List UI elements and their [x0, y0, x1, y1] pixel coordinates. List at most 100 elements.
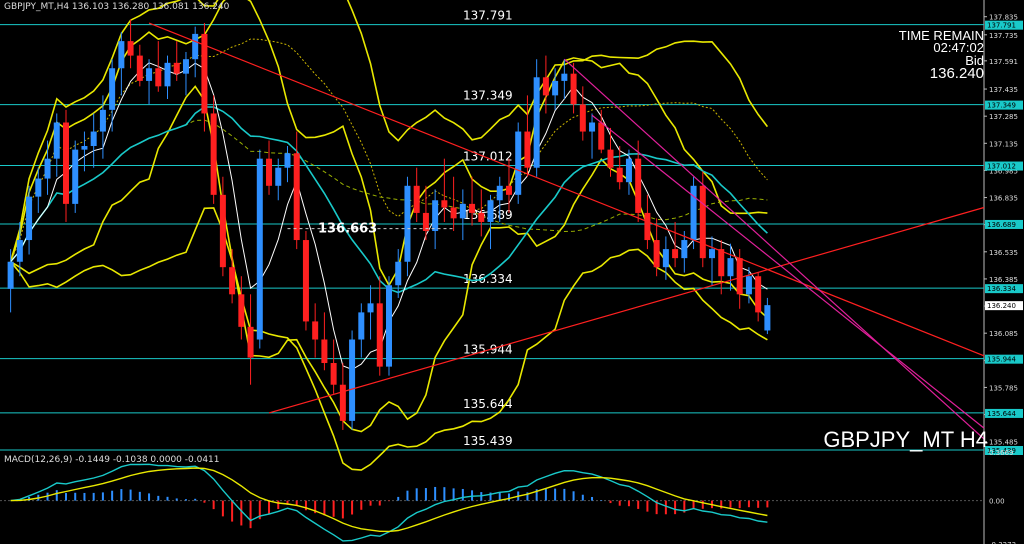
- candle-body: [173, 62, 180, 74]
- level-axis-tag: [985, 354, 1023, 364]
- candle-body: [293, 153, 300, 241]
- candle-body: [644, 212, 651, 241]
- candle-body: [404, 185, 411, 262]
- candle-body: [524, 131, 531, 168]
- candle-body: [109, 68, 116, 110]
- bollinger-lower-2sd: [9, 207, 768, 471]
- candle-body: [413, 185, 420, 213]
- candle-body: [155, 68, 162, 87]
- y-tick-label: 137.435: [989, 86, 1018, 94]
- candle-body: [681, 240, 688, 259]
- bid-label: Bid: [965, 53, 984, 68]
- symbol-header: GBPJPY_MT,H4 136.103 136.280 136.081 136…: [4, 2, 230, 12]
- candle-body: [53, 122, 60, 159]
- candle-body: [312, 321, 319, 340]
- long-ma-dashed: [10, 119, 768, 263]
- candle-body: [367, 303, 374, 313]
- candle-body: [376, 303, 383, 367]
- candle-body: [164, 62, 171, 87]
- candle-body: [182, 59, 189, 74]
- candle-body: [487, 200, 494, 222]
- candle-body: [542, 77, 549, 96]
- candle-body: [478, 212, 485, 222]
- level-label: 137.791: [463, 9, 513, 23]
- timer-value: 02:47:02: [933, 40, 984, 55]
- candle-body: [127, 41, 134, 56]
- candle-body: [459, 203, 466, 219]
- level-label: 135.439: [463, 434, 513, 448]
- candle-body: [764, 305, 771, 331]
- y-tick-label: 137.135: [989, 140, 1018, 148]
- level-axis-tag: [985, 100, 1023, 110]
- candle-body: [349, 339, 356, 421]
- candle-body: [330, 363, 337, 385]
- candle-body: [469, 203, 476, 213]
- candle-body: [247, 326, 254, 358]
- watermark: GBPJPY_MT H4: [823, 427, 988, 452]
- candle-body: [552, 80, 559, 96]
- candle-body: [219, 194, 226, 268]
- candle-body: [598, 122, 605, 150]
- level-axis-tag: [985, 219, 1023, 229]
- level-label: 135.644: [463, 397, 513, 411]
- candle-body: [589, 122, 596, 132]
- candle-body: [136, 55, 143, 81]
- candle-body: [422, 212, 429, 232]
- level-axis-tag-text: 135.944: [987, 356, 1016, 364]
- candle-body: [275, 167, 282, 186]
- level-axis-tag: [985, 20, 1023, 30]
- current-price-text: 136.240: [987, 302, 1016, 310]
- candle-body: [505, 185, 512, 195]
- candle-body: [635, 158, 642, 213]
- macd-tick-label: 0.00: [989, 498, 1005, 506]
- y-tick-label: 135.485: [989, 439, 1018, 447]
- candle-body: [718, 249, 725, 277]
- candle-body: [450, 207, 457, 219]
- trendline-ascending: [268, 206, 985, 414]
- bid-value: 136.240: [929, 65, 984, 82]
- level-axis-tag-text: 135.644: [987, 410, 1016, 418]
- candle-body: [44, 158, 51, 179]
- candle-body: [441, 200, 448, 208]
- candle-body: [727, 258, 734, 277]
- candle-body: [192, 33, 199, 60]
- bollinger-upper-2sd: [9, 0, 769, 262]
- macd-tick-label: 0.3669: [989, 449, 1014, 457]
- candle-body: [90, 131, 97, 147]
- candle-body: [745, 276, 752, 295]
- y-tick-label: 136.535: [989, 249, 1018, 257]
- candle-body: [496, 185, 503, 201]
- candle-body: [26, 196, 33, 241]
- level-axis-tag-text: 136.689: [987, 221, 1016, 229]
- candle-body: [118, 41, 125, 69]
- y-tick-label: 136.085: [989, 330, 1018, 338]
- candle-body: [302, 240, 309, 322]
- level-axis-tag-text: 137.791: [987, 22, 1016, 30]
- level-axis-tag: [985, 446, 1023, 455]
- macd-tick-label: -0.3273: [989, 541, 1016, 544]
- candle-body: [229, 267, 236, 295]
- candle-body: [62, 122, 69, 204]
- channel-line-upper: [563, 58, 985, 440]
- candle-body: [755, 276, 762, 313]
- candle-body: [690, 185, 697, 241]
- level-axis-tag-text: 137.349: [987, 102, 1016, 110]
- level-axis-tag-text: 136.334: [987, 285, 1016, 293]
- candle-body: [238, 294, 245, 327]
- candle-body: [358, 312, 365, 340]
- candle-body: [266, 158, 273, 186]
- candle-body: [7, 261, 14, 289]
- current-price-tag: [985, 301, 1023, 311]
- candle-body: [395, 261, 402, 286]
- candle-body: [533, 77, 540, 168]
- candle-body: [284, 153, 291, 168]
- candle-body: [653, 240, 660, 268]
- candle-body: [81, 146, 88, 150]
- y-tick-label: 137.735: [989, 32, 1018, 40]
- level-axis-tag-text: 135.439: [987, 447, 1016, 455]
- candle-body: [386, 285, 392, 367]
- y-tick-label: 136.985: [989, 167, 1018, 175]
- y-tick-label: 135.785: [989, 384, 1018, 392]
